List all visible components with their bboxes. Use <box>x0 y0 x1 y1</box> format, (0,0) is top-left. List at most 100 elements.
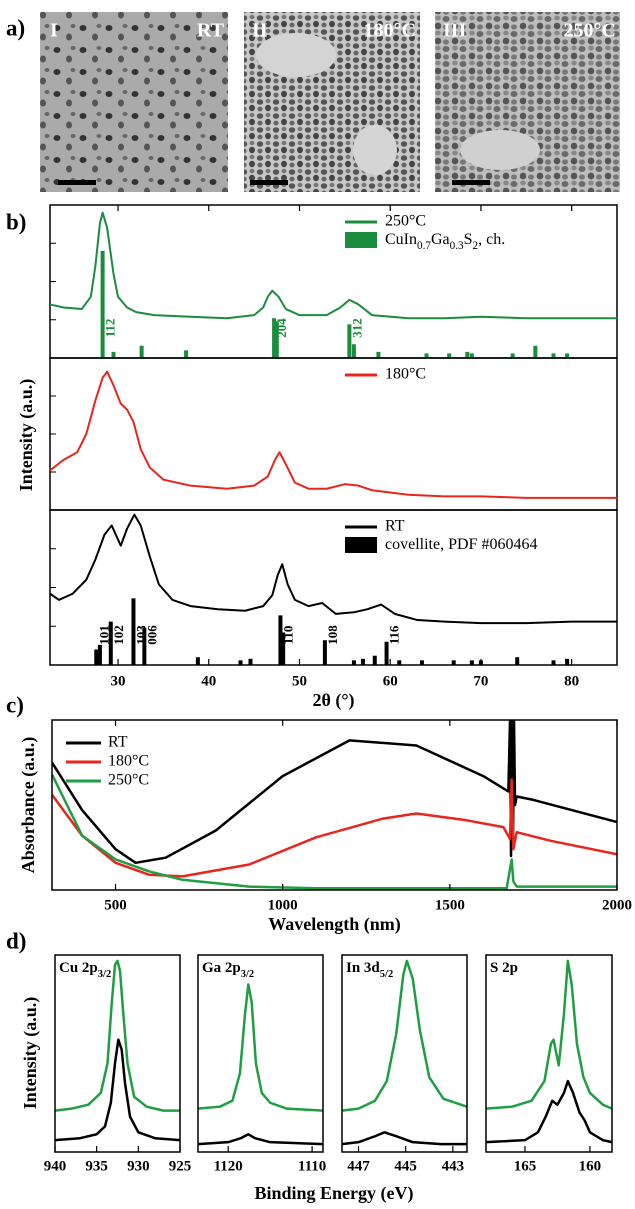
reference-stick <box>97 644 102 665</box>
legend-label: CuIn0.7Ga0.3S2, ch. <box>385 231 505 252</box>
data-line <box>197 1133 324 1146</box>
reference-stick <box>322 640 327 665</box>
reference-stick <box>281 632 286 665</box>
image-condition: 180°C <box>364 20 416 42</box>
x-tick-label: 447 <box>347 1158 370 1174</box>
reference-stick <box>565 353 570 358</box>
stick-label: 102 <box>111 625 126 645</box>
data-line <box>485 1079 613 1144</box>
reference-stick <box>274 321 279 358</box>
reference-stick <box>142 627 147 665</box>
x-tick-label: 160 <box>579 1158 602 1174</box>
legend-label-part: 0.7 <box>417 240 431 252</box>
tem-region <box>460 130 540 170</box>
subplot-title: Cu 2p3/2 <box>59 960 111 979</box>
data-line <box>485 959 613 1110</box>
image-condition: 250°C <box>564 20 616 42</box>
reference-stick <box>360 658 365 665</box>
reference-stick <box>131 598 136 665</box>
legend-label-part: Ga <box>431 231 450 248</box>
data-line <box>49 513 617 625</box>
reference-stick <box>108 621 113 665</box>
x-tick-label: 445 <box>394 1158 417 1174</box>
subplot-title-part: In 3d <box>346 960 380 976</box>
subplot-title-part: S 2p <box>490 960 518 976</box>
reference-stick <box>272 318 277 358</box>
reference-stick <box>94 649 99 665</box>
x-tick-label: 165 <box>514 1158 537 1174</box>
reference-stick <box>451 660 456 665</box>
x-tick-label: 40 <box>201 673 216 689</box>
scale-bar <box>58 180 96 185</box>
image-label: I <box>50 20 58 42</box>
data-line <box>52 778 617 878</box>
legend-swatch <box>345 537 377 553</box>
reference-stick <box>248 658 253 665</box>
y-axis-title: Absorbance (a.u.) <box>18 737 39 874</box>
reference-stick <box>551 660 556 665</box>
reference-stick <box>111 351 116 358</box>
data-line <box>54 959 180 1112</box>
y-axis-title: Intensity (a.u.) <box>16 379 37 492</box>
stick-label: 108 <box>325 625 340 645</box>
plot-frame <box>49 204 618 359</box>
reference-stick <box>447 353 452 358</box>
subplot-title: In 3d5/2 <box>346 960 393 979</box>
reference-stick <box>565 658 570 665</box>
legend-label: RT <box>108 734 128 751</box>
data-line <box>341 1131 467 1146</box>
reference-stick <box>469 660 474 665</box>
plot-frame <box>341 954 468 1153</box>
subplot-title-part: 3/2 <box>98 969 111 980</box>
reference-stick <box>551 353 556 358</box>
x-tick-label: 2000 <box>602 897 632 913</box>
scale-bar <box>452 180 490 185</box>
x-tick-label: 80 <box>564 673 579 689</box>
reference-stick <box>384 641 389 665</box>
image-condition: RT <box>197 20 225 42</box>
panel-label: a) <box>6 15 25 40</box>
x-tick-label: 60 <box>383 673 398 689</box>
stick-label: 101 <box>96 625 111 645</box>
reference-stick <box>278 615 283 665</box>
subplot-title: S 2p <box>490 960 518 976</box>
reference-stick <box>376 351 381 358</box>
legend-swatch <box>345 232 377 248</box>
legend-label: RT <box>385 518 405 535</box>
scale-bar <box>250 180 288 185</box>
reference-stick <box>469 353 474 358</box>
reference-stick <box>351 344 356 358</box>
tem-panel: a) I RT II 180°C III 250°C <box>6 12 620 192</box>
legend-label-part: 0.3 <box>450 240 464 252</box>
reference-stick <box>139 345 144 358</box>
x-tick-label: 925 <box>169 1158 192 1174</box>
plot-frame <box>197 954 324 1153</box>
plot-frame <box>51 719 618 891</box>
x-tick-label: 443 <box>442 1158 465 1174</box>
reference-stick <box>510 353 515 358</box>
x-tick-label: 70 <box>473 673 488 689</box>
tem-region <box>353 125 397 175</box>
stick-label: 116 <box>387 625 402 644</box>
plot-frame <box>485 954 613 1153</box>
reference-stick <box>465 351 470 358</box>
data-line <box>49 370 617 499</box>
reference-stick <box>184 350 189 358</box>
reference-stick <box>533 345 538 358</box>
panel-label: c) <box>6 692 24 717</box>
stick-label: 312 <box>349 318 364 338</box>
x-tick-label: 30 <box>111 673 126 689</box>
x-tick-label: 930 <box>127 1158 150 1174</box>
data-line <box>197 983 324 1112</box>
reference-stick <box>347 324 352 358</box>
tem-image <box>40 12 228 192</box>
reference-stick <box>238 660 243 665</box>
reference-stick <box>424 353 429 358</box>
data-line <box>52 773 617 890</box>
panel-label: b) <box>6 209 26 234</box>
legend-label: 180°C <box>108 753 149 770</box>
x-tick-label: 50 <box>292 673 307 689</box>
reference-stick <box>100 250 105 358</box>
data-line <box>52 720 617 865</box>
